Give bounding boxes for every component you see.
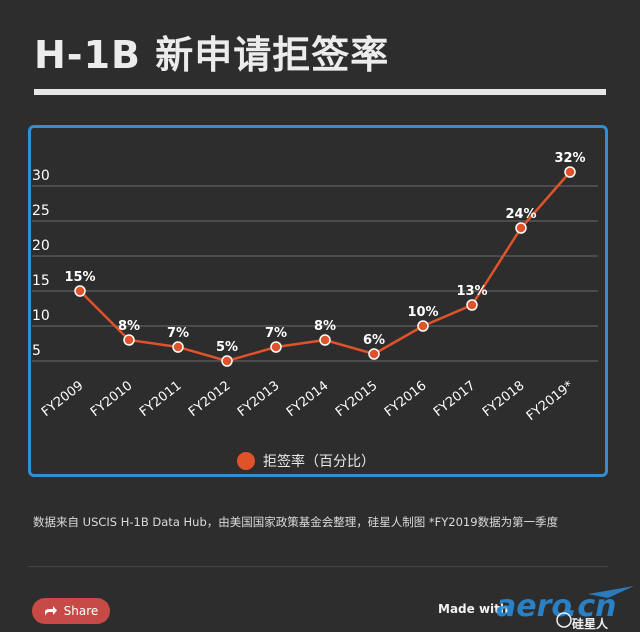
data-label: 8%: [118, 319, 140, 334]
data-point: [466, 299, 478, 311]
share-label: Share: [63, 604, 99, 618]
data-label: 8%: [314, 319, 336, 334]
x-tick-label: FY2015: [333, 378, 380, 420]
data-point: [564, 166, 576, 178]
x-tick-label: FY2014: [284, 378, 331, 420]
data-label: 15%: [64, 270, 95, 285]
y-tick-label: 5: [32, 343, 41, 359]
legend-marker: [237, 452, 255, 470]
data-label: 32%: [554, 151, 585, 166]
share-icon: [44, 606, 57, 616]
data-label: 24%: [505, 207, 536, 222]
data-label: 10%: [407, 305, 438, 320]
y-tick-label: 25: [32, 203, 50, 219]
x-tick-label: FY2012: [186, 378, 233, 420]
x-tick-label: FY2013: [235, 378, 282, 420]
legend-label: 拒签率（百分比）: [263, 454, 375, 470]
source-note: 数据来自 USCIS H-1B Data Hub，由美国国家政策基金会整理，硅星…: [33, 515, 559, 529]
svg-text:aero: aero: [496, 589, 572, 624]
share-button[interactable]: Share: [32, 598, 110, 624]
watermark-logo: aero .cn: [496, 586, 634, 628]
y-tick-label: 10: [32, 308, 50, 324]
x-tick-label: FY2011: [137, 378, 184, 420]
page-title: H-1B 新申请拒签率: [34, 33, 390, 77]
y-tick-label: 15: [32, 273, 50, 289]
data-point: [417, 320, 429, 332]
data-point: [319, 334, 331, 346]
chart-legend: 拒签率（百分比）: [237, 451, 375, 471]
data-label: 7%: [265, 326, 287, 341]
data-label: 6%: [363, 333, 385, 348]
x-tick-label: FY2016: [382, 378, 429, 420]
data-point: [270, 341, 282, 353]
watermark-label: 硅星人: [572, 617, 609, 631]
x-tick-label: FY2010: [88, 378, 135, 420]
y-tick-label: 30: [32, 168, 50, 184]
y-tick-label: 20: [32, 238, 50, 254]
data-point: [368, 348, 380, 360]
data-point: [221, 355, 233, 367]
footer-divider: [28, 566, 608, 567]
data-label: 5%: [216, 340, 238, 355]
data-label: 13%: [456, 284, 487, 299]
data-point: [123, 334, 135, 346]
x-tick-label: FY2018: [480, 378, 527, 420]
title-divider: [34, 89, 606, 95]
x-tick-label: FY2019*: [524, 378, 577, 424]
data-point: [515, 222, 527, 234]
made-with-label: Made with: [438, 602, 509, 616]
x-tick-label: FY2009: [39, 378, 86, 420]
data-point: [74, 285, 86, 297]
chart-frame: [28, 125, 608, 477]
data-label: 7%: [167, 326, 189, 341]
x-tick-label: FY2017: [431, 378, 478, 420]
data-point: [172, 341, 184, 353]
line-chart: 5 10 15 20 25 30 15% 8% 7% 5% 7% 8% 6% 10% 13% 24% 32% FY…: [32, 151, 598, 424]
